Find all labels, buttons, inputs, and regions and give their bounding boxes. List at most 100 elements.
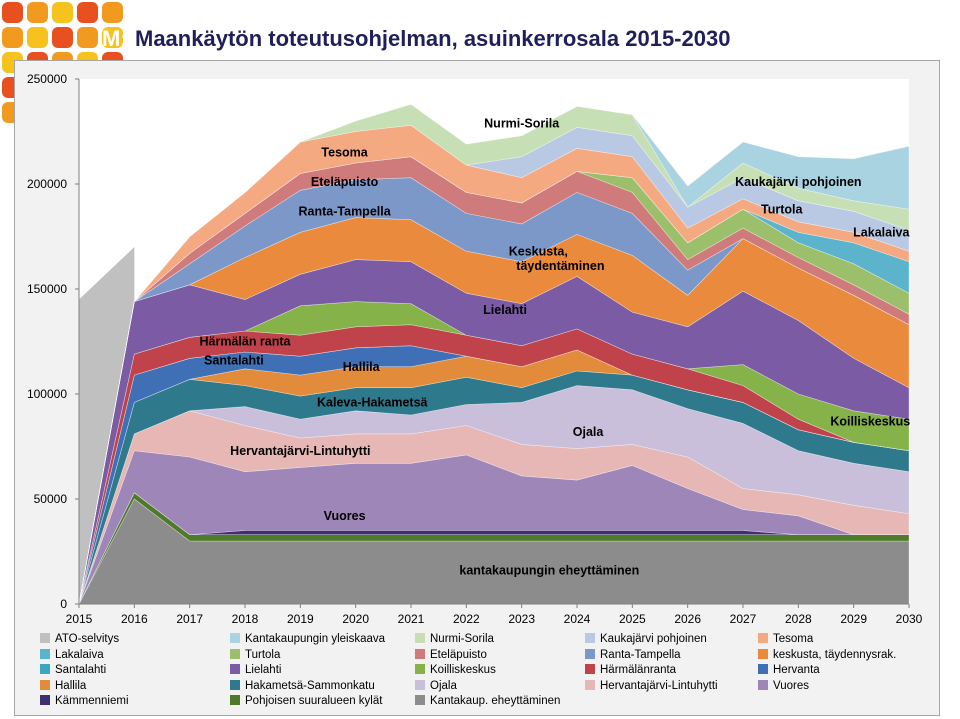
legend-item: Ranta-Tampella xyxy=(585,648,681,661)
legend-item: Santalahti xyxy=(40,664,106,676)
logo-cell xyxy=(27,27,48,48)
legend-label: Pohjoisen suuralueen kylät xyxy=(245,695,383,707)
legend-swatch xyxy=(585,664,595,674)
legend-item: Hakametsä-Sammonkatu xyxy=(230,679,375,692)
x-tick-label: 2026 xyxy=(674,612,701,626)
area-annotation: Härmälän ranta xyxy=(199,335,291,349)
area-annotation: Keskusta, xyxy=(509,244,568,258)
legend-item: Tesoma xyxy=(758,633,813,645)
legend-swatch xyxy=(40,648,50,659)
legend-item: Nurmi-Sorila xyxy=(415,633,494,645)
legend-item: Kantakaup. eheyttäminen xyxy=(415,695,560,707)
legend-label: Kantakaup. eheyttäminen xyxy=(430,695,561,707)
legend-item: Härmälänranta xyxy=(585,664,676,676)
area-annotation: Kaukajärvi pohjoinen xyxy=(735,175,861,189)
area-annotation: Eteläpuisto xyxy=(311,175,379,189)
area-annotation: Hervantajärvi-Lintuhytti xyxy=(230,444,370,458)
area-annotation: Lielahti xyxy=(483,303,527,317)
legend-label: Lakalaiva xyxy=(55,648,104,661)
legend-label: Hallila xyxy=(55,679,87,692)
y-tick-label: 100000 xyxy=(27,387,67,401)
title-prefix: M: xyxy=(102,26,128,51)
legend-item: Eteläpuisto xyxy=(415,648,487,661)
legend-item: ATO-selvitys xyxy=(40,633,119,645)
legend-label: Santalahti xyxy=(55,664,107,676)
logo-cell xyxy=(52,2,73,23)
legend-label: Härmälänranta xyxy=(600,664,677,676)
legend-swatch xyxy=(415,695,425,705)
area-annotation: Santalahti xyxy=(204,354,264,368)
logo-cell xyxy=(2,27,23,48)
area-annotation: Koilliskeskus xyxy=(830,415,910,429)
area-kantakaupungin-yleiskaava xyxy=(78,103,910,605)
area-annotation: Nurmi-Sorila xyxy=(484,116,560,130)
legend-item: Kämmenniemi xyxy=(40,695,129,707)
x-tick-label: 2018 xyxy=(232,612,259,626)
logo-cell xyxy=(102,2,123,23)
x-tick-label: 2020 xyxy=(342,612,369,626)
x-tick-label: 2030 xyxy=(896,612,923,626)
legend-item: Kaukajärvi pohjoinen xyxy=(585,633,707,645)
x-tick-label: 2028 xyxy=(785,612,812,626)
legend-swatch xyxy=(40,679,50,690)
x-tick-label: 2022 xyxy=(453,612,480,626)
legend-item: Turtola xyxy=(230,648,280,661)
y-tick-label: 200000 xyxy=(27,177,67,191)
x-tick-label: 2023 xyxy=(508,612,535,626)
legend-swatch xyxy=(415,679,425,690)
x-tick-label: 2024 xyxy=(564,612,591,626)
x-tick-label: 2025 xyxy=(619,612,646,626)
logo-cell xyxy=(27,2,48,23)
legend-swatch xyxy=(230,633,240,643)
area-annotation: Turtola xyxy=(761,202,803,216)
legend-swatch xyxy=(758,648,768,659)
area-annotation: Ranta-Tampella xyxy=(299,205,392,219)
legend-item: Lakalaiva xyxy=(40,648,104,661)
legend-label: keskusta, täydennysrak. xyxy=(773,648,897,661)
legend-label: Lielahti xyxy=(245,664,282,676)
legend-swatch xyxy=(230,679,240,690)
legend-label: Ojala xyxy=(430,679,457,692)
x-tick-label: 2015 xyxy=(66,612,93,626)
area-annotation: Vuores xyxy=(324,509,366,523)
x-tick-label: 2019 xyxy=(287,612,314,626)
stacked-area-chart: 0 50000 100000 150000 200000 250000 2015 2016 20… xyxy=(27,72,923,626)
logo-cell xyxy=(2,2,23,23)
legend-swatch xyxy=(40,633,50,643)
y-tick-label: 250000 xyxy=(27,72,67,86)
area-annotation: kantakaupungin eheyttäminen xyxy=(459,564,639,578)
y-tick-label: 50000 xyxy=(34,492,68,506)
logo-cell xyxy=(102,27,123,48)
chart-frame: 0 50000 100000 150000 200000 250000 2015 2016 20… xyxy=(14,60,940,716)
area-annotation: Kaleva-Hakametsä xyxy=(317,396,428,410)
logo-cell xyxy=(77,27,98,48)
y-tick-label: 150000 xyxy=(27,282,67,296)
legend-item: Vuores xyxy=(758,679,810,692)
area-annotation: Ojala xyxy=(573,425,605,439)
x-tick-label: 2016 xyxy=(121,612,148,626)
legend-swatch xyxy=(415,664,425,674)
legend-swatch xyxy=(585,633,595,643)
legend-swatch xyxy=(758,679,768,690)
legend-label: Eteläpuisto xyxy=(430,648,487,661)
legend-swatch xyxy=(415,648,425,659)
legend-swatch xyxy=(230,695,240,705)
legend-swatch xyxy=(758,664,768,674)
x-tick-label: 2029 xyxy=(840,612,867,626)
legend-item: Lielahti xyxy=(230,664,281,676)
legend-label: Ranta-Tampella xyxy=(600,648,681,661)
legend-label: Vuores xyxy=(773,679,810,692)
x-tick-label: 2021 xyxy=(398,612,425,626)
area-annotation: Lakalaiva xyxy=(853,226,910,240)
legend-label: ATO-selvitys xyxy=(55,633,120,645)
legend-label: Tesoma xyxy=(773,633,814,645)
logo-cell xyxy=(77,2,98,23)
legend-item: Hervanta xyxy=(758,664,820,676)
legend-swatch xyxy=(758,633,768,643)
legend-label: Hakametsä-Sammonkatu xyxy=(245,679,375,692)
legend-item: Hallila xyxy=(40,679,87,692)
legend-label: Kämmenniemi xyxy=(55,695,129,707)
legend-label: Hervanta xyxy=(773,664,820,676)
legend-swatch xyxy=(40,664,50,674)
legend-label: Kantakaupungin yleiskaava xyxy=(245,633,386,645)
